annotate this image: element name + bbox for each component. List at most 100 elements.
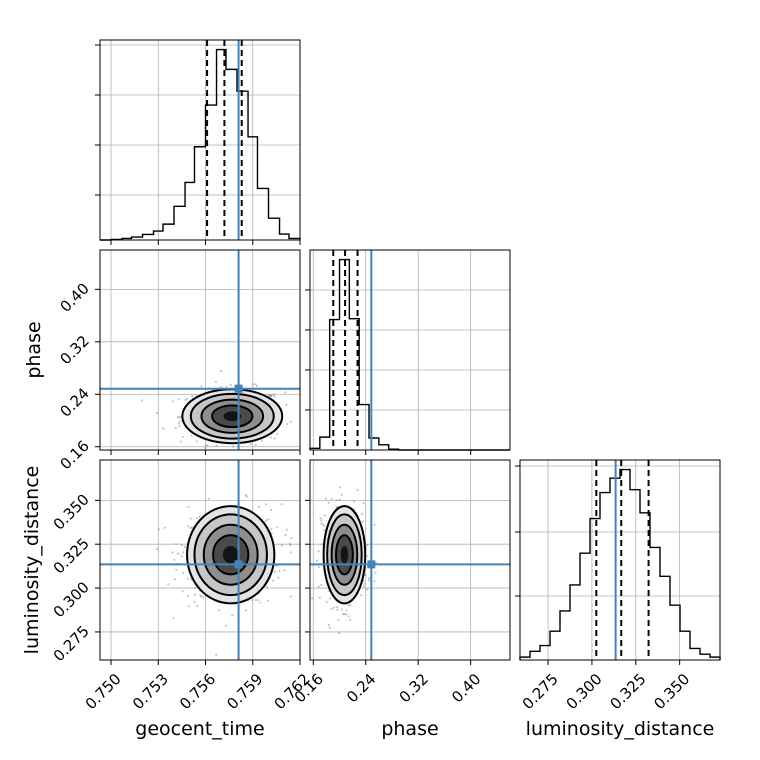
sample-point <box>303 419 305 421</box>
sample-point <box>252 383 255 386</box>
sample-point <box>323 514 326 517</box>
sample-point <box>336 608 339 611</box>
sample-point <box>343 613 346 616</box>
sample-point <box>269 394 272 398</box>
sample-point <box>289 595 292 598</box>
panel-plot-area <box>100 460 300 660</box>
sample-point <box>317 585 320 588</box>
x-tick-label-geocent-time: 0.750 <box>82 670 125 713</box>
panel-geocent-time-vs-phase: 0.16 0.24 0.32 0.40 <box>56 249 305 473</box>
sample-point <box>278 569 281 573</box>
sample-point <box>264 503 268 506</box>
sample-point <box>273 570 276 574</box>
histogram-phase <box>309 258 510 451</box>
contour-line-4 <box>212 534 250 576</box>
sample-point <box>185 397 188 400</box>
sample-point <box>284 391 287 394</box>
sample-point <box>200 595 203 598</box>
sample-point <box>214 380 217 383</box>
sample-point <box>173 578 176 581</box>
sample-point <box>286 422 289 426</box>
sample-point <box>366 588 369 591</box>
sample-point <box>269 436 272 439</box>
contour-line-1 <box>322 505 367 605</box>
axes-frame <box>309 249 511 451</box>
sample-point <box>352 500 356 503</box>
sample-point <box>193 600 196 603</box>
sample-point <box>289 551 292 554</box>
x-tick-label-luminosity-distance: 0.300 <box>563 670 606 713</box>
sample-point <box>320 522 323 525</box>
sample-point <box>244 609 248 612</box>
sample-point <box>289 420 292 423</box>
sample-point <box>362 502 365 505</box>
y-tick-label-phase: 0.24 <box>56 384 92 420</box>
truth-marker <box>234 384 243 393</box>
sample-point <box>320 519 323 522</box>
axes-frame <box>99 459 301 661</box>
sample-point <box>327 501 330 504</box>
sample-point <box>199 594 202 597</box>
contour-line-3 <box>330 523 359 586</box>
sample-point <box>285 403 288 407</box>
sample-point <box>344 613 348 616</box>
sample-point <box>181 571 185 574</box>
sample-point <box>356 488 359 492</box>
sample-point <box>181 435 185 438</box>
sample-point <box>360 512 364 516</box>
sample-point <box>330 497 334 500</box>
sample-point <box>315 559 319 562</box>
sample-point <box>187 505 190 508</box>
sample-point <box>256 599 259 602</box>
x-axis-title-phase: phase <box>381 718 438 740</box>
sample-point <box>284 534 287 537</box>
sample-point <box>244 494 247 497</box>
sample-point <box>179 420 182 423</box>
sample-point <box>328 626 331 629</box>
sample-point <box>360 594 363 597</box>
sample-point <box>342 612 345 616</box>
sample-point <box>277 576 280 579</box>
sample-point <box>317 550 320 553</box>
sample-point <box>171 551 174 554</box>
sample-point <box>251 599 254 602</box>
sample-point <box>204 444 207 447</box>
sample-point <box>317 566 320 569</box>
y-tick-label-luminosity-distance: 0.300 <box>50 578 93 621</box>
sample-point <box>271 579 274 582</box>
panel-geocent-time-vs-luminosity-distance: 0.750 0.753 0.756 0.759 0.7620.2750.3000.325… <box>50 459 314 713</box>
contour-line-3 <box>200 398 265 434</box>
sample-point <box>155 411 159 415</box>
sample-point <box>156 547 159 551</box>
sample-point <box>218 609 221 612</box>
sample-point <box>323 524 326 527</box>
sample-point <box>272 393 275 396</box>
contour-line-1 <box>186 505 276 605</box>
sample-point <box>273 437 277 440</box>
sample-point <box>229 384 232 387</box>
sample-point <box>191 394 194 398</box>
sample-point <box>366 555 369 558</box>
x-tick-label-luminosity-distance: 0.325 <box>606 670 649 713</box>
sample-point <box>340 493 343 496</box>
hist-panel-geocent-time <box>95 39 301 245</box>
sample-point <box>178 416 181 419</box>
sample-point <box>176 416 179 419</box>
sample-point <box>347 604 350 607</box>
sample-point <box>349 618 352 622</box>
sample-point <box>374 571 377 574</box>
sample-point <box>338 486 341 489</box>
sample-point <box>310 597 314 600</box>
sample-point <box>273 395 276 398</box>
sample-point <box>320 583 323 587</box>
sample-point <box>321 523 324 526</box>
histogram-geocent-time <box>100 48 301 241</box>
sample-point <box>361 520 364 523</box>
truth-marker <box>367 560 376 569</box>
sample-point <box>265 519 268 522</box>
sample-point <box>179 440 182 443</box>
sample-point <box>189 526 193 530</box>
contour-line-4 <box>211 404 254 429</box>
sample-point <box>173 558 176 561</box>
sample-point <box>289 544 292 547</box>
